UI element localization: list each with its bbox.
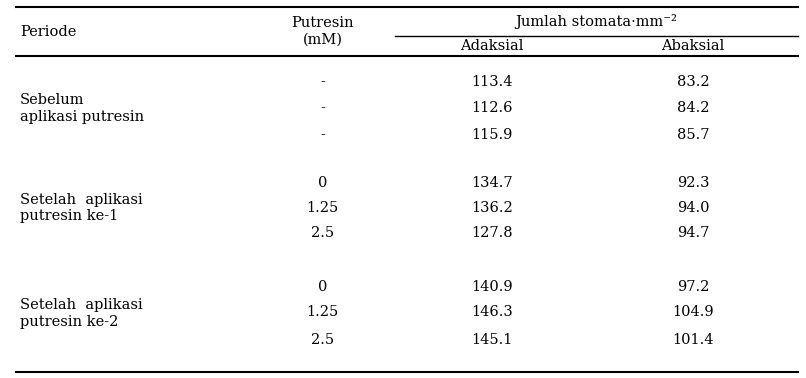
Text: Abaksial: Abaksial (662, 39, 725, 53)
Text: 101.4: 101.4 (672, 333, 714, 347)
Text: 104.9: 104.9 (672, 305, 714, 319)
Text: 85.7: 85.7 (677, 128, 709, 142)
Text: 113.4: 113.4 (471, 75, 513, 89)
Text: 134.7: 134.7 (471, 176, 513, 190)
Text: 2.5: 2.5 (311, 226, 334, 240)
Text: 146.3: 146.3 (471, 305, 513, 319)
Text: Putresin
(mM): Putresin (mM) (291, 16, 354, 46)
Text: 92.3: 92.3 (677, 176, 709, 190)
Text: Setelah  aplikasi
putresin ke-1: Setelah aplikasi putresin ke-1 (20, 193, 143, 223)
Text: 1.25: 1.25 (306, 305, 339, 319)
Text: Jumlah stomata·mm⁻²: Jumlah stomata·mm⁻² (516, 14, 677, 29)
Text: 112.6: 112.6 (471, 101, 513, 115)
Text: Sebelum
aplikasi putresin: Sebelum aplikasi putresin (20, 93, 144, 124)
Text: 2.5: 2.5 (311, 333, 334, 347)
Text: Adaksial: Adaksial (460, 39, 523, 53)
Text: 94.0: 94.0 (677, 201, 709, 215)
Text: 84.2: 84.2 (677, 101, 709, 115)
Text: Setelah  aplikasi
putresin ke-2: Setelah aplikasi putresin ke-2 (20, 298, 143, 328)
Text: -: - (320, 101, 325, 115)
Text: 0: 0 (318, 280, 327, 294)
Text: 1.25: 1.25 (306, 201, 339, 215)
Text: -: - (320, 128, 325, 142)
Text: 0: 0 (318, 176, 327, 190)
Text: 94.7: 94.7 (677, 226, 709, 240)
Text: Periode: Periode (20, 25, 77, 39)
Text: 127.8: 127.8 (471, 226, 513, 240)
Text: 145.1: 145.1 (471, 333, 513, 347)
Text: 115.9: 115.9 (471, 128, 513, 142)
Text: 83.2: 83.2 (677, 75, 709, 89)
Text: -: - (320, 75, 325, 89)
Text: 140.9: 140.9 (471, 280, 513, 294)
Text: 136.2: 136.2 (471, 201, 513, 215)
Text: 97.2: 97.2 (677, 280, 709, 294)
